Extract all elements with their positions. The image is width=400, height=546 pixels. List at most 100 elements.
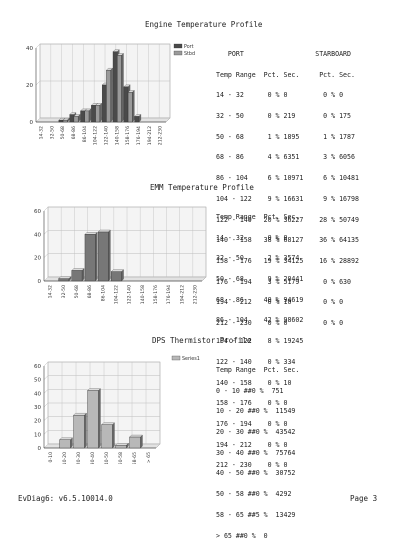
legend-label: Series1	[182, 356, 200, 362]
bar-side	[95, 231, 98, 282]
bar-top	[73, 413, 87, 416]
bar-side	[112, 422, 115, 449]
x-tick-label: 122-140	[127, 285, 133, 304]
x-tick-label: 14-32	[48, 285, 54, 298]
footer-page-number: Page 3	[350, 494, 378, 503]
y-tick-label: 50	[34, 378, 41, 384]
bar-side	[132, 90, 135, 123]
bar-side	[140, 434, 143, 449]
legend-swatch	[173, 43, 183, 49]
table-row: 68 - 86 40 % 94619	[216, 295, 304, 304]
grid-line	[43, 361, 49, 367]
x-tick-label: 68-86	[71, 126, 77, 139]
bar	[129, 436, 141, 449]
bar-side	[121, 53, 124, 123]
bar	[58, 278, 70, 282]
footer-version: EvDiag6: v6.5.10014.0	[18, 494, 113, 503]
table-row: 50 - 58 ##0 % 4292	[216, 490, 292, 499]
dps-thermistor-chart: 0 10 20 30 40 50 60 0-10 10-20 20-30 30-40 40-50 50-…	[34, 355, 200, 464]
table-row: 194 - 212 0 % 10 0 % 0	[216, 298, 344, 307]
table-row: 40 - 50 ##0 % 30752	[216, 469, 296, 478]
table-row: 212 - 230 0 % 0	[216, 461, 288, 470]
dps-thermistor-title: DPS Thermistor Profile	[152, 336, 252, 345]
bar	[101, 84, 107, 123]
emm-temp-title: EMM Temperature Profile	[150, 183, 254, 192]
x-tick-label: 158-176	[153, 285, 159, 304]
x-tick-label: 104-122	[113, 285, 119, 304]
x-tick-label: 0-10	[48, 452, 54, 463]
table-row: 122 - 140 20 % 36227 28 % 50749	[216, 215, 359, 224]
bar	[69, 114, 75, 123]
grid-line	[43, 443, 49, 449]
bar-top	[115, 443, 129, 446]
bar	[111, 271, 122, 282]
grid-line	[43, 276, 49, 282]
bar	[127, 92, 133, 123]
table-row: 50 - 68 9 % 20441	[216, 274, 304, 283]
grid-line	[35, 80, 41, 86]
bar	[95, 105, 101, 123]
y-tick-label: 0	[38, 446, 42, 452]
table-row: 158 - 176 0 % 0	[216, 399, 288, 408]
grid-line	[43, 253, 49, 258]
bar-side	[99, 102, 102, 123]
table-row: 140 - 158 0 % 10	[216, 378, 292, 387]
bar-side	[121, 269, 124, 282]
y-tick-label: 60	[34, 364, 41, 370]
bar-side	[108, 229, 111, 282]
bar	[106, 70, 111, 123]
x-tick-label: 86-104	[100, 285, 106, 301]
grid-line	[43, 375, 49, 380]
table-row: 20 - 30 ##0 % 43542	[216, 427, 296, 436]
table-row: 176 - 194 3 % 5179 0 % 630	[216, 277, 351, 286]
bar-side	[70, 437, 73, 449]
bar	[73, 415, 85, 449]
table-row: 50 - 68 1 % 1895 1 % 1787	[216, 132, 355, 141]
bar-top	[101, 422, 115, 425]
engine-temp-chart: 0 20 40 14-32 32-50 50-68 68-86 86-104 104-122 12…	[26, 43, 195, 145]
table-row: 68 - 86 4 % 6351 3 % 6056	[216, 153, 355, 162]
table-row: 194 - 212 0 % 0	[216, 440, 288, 449]
table-row: 30 - 40 ##0 % 75764	[216, 448, 296, 457]
bar	[71, 270, 83, 282]
bar	[112, 51, 118, 123]
x-tick-label: 86-104	[82, 126, 88, 142]
bar	[134, 116, 140, 123]
table-row: 14 - 32 0 % 0	[216, 233, 288, 242]
grid-line	[43, 430, 49, 435]
bar-side	[98, 388, 101, 449]
x-tick-label: 40-50	[104, 452, 110, 464]
table-row: 10 - 20 ##0 % 11549	[216, 407, 296, 416]
bar-side	[88, 108, 92, 123]
x-tick-label: 58-65	[132, 452, 138, 464]
x-tick-label: 50-58	[118, 452, 124, 464]
x-tick-label: 32-50	[61, 285, 67, 298]
engine-temp-table: PORT STARBOARD Temp Range Pct. Sec. Pct.…	[216, 37, 359, 334]
y-tick-label: 40	[34, 232, 41, 238]
table-row: 104 - 122 9 % 16631 9 % 16798	[216, 194, 359, 203]
y-tick-label: 30	[34, 405, 41, 411]
table-row: 0 - 10 ##0 % 751	[216, 386, 284, 395]
grid-line	[35, 117, 41, 123]
bar-top	[59, 437, 73, 440]
legend-label: Stbd	[184, 51, 195, 57]
x-tick-label: 50-68	[74, 285, 80, 298]
bar-top	[87, 388, 101, 391]
x-tick-label: 140-158	[140, 285, 146, 304]
x-tick-label: 194-212	[147, 126, 153, 145]
table-row: 176 - 194 0 % 0	[216, 420, 288, 428]
x-tick-label: 20-30	[76, 452, 82, 464]
y-tick-label: 40	[26, 46, 33, 52]
table-row: 32 - 50 2 % 3574	[216, 254, 300, 263]
y-tick-label: 20	[34, 419, 41, 425]
grid-line	[43, 206, 49, 212]
bar	[58, 119, 64, 123]
emm-temp-chart: 0 20 40 60 14-32 32-50 50-68 68-86 86-104 104-122…	[34, 206, 207, 304]
table-row: 58 - 65 ##5 % 13429	[216, 510, 296, 519]
x-tick-label: 14-32	[38, 126, 44, 139]
table-row: 122 - 140 0 % 334	[216, 357, 296, 366]
x-tick-label: 10-20	[62, 452, 68, 464]
table-row: 140 - 158 38 % 68127 36 % 64135	[216, 236, 359, 245]
bar	[97, 231, 109, 282]
bar	[123, 86, 129, 123]
